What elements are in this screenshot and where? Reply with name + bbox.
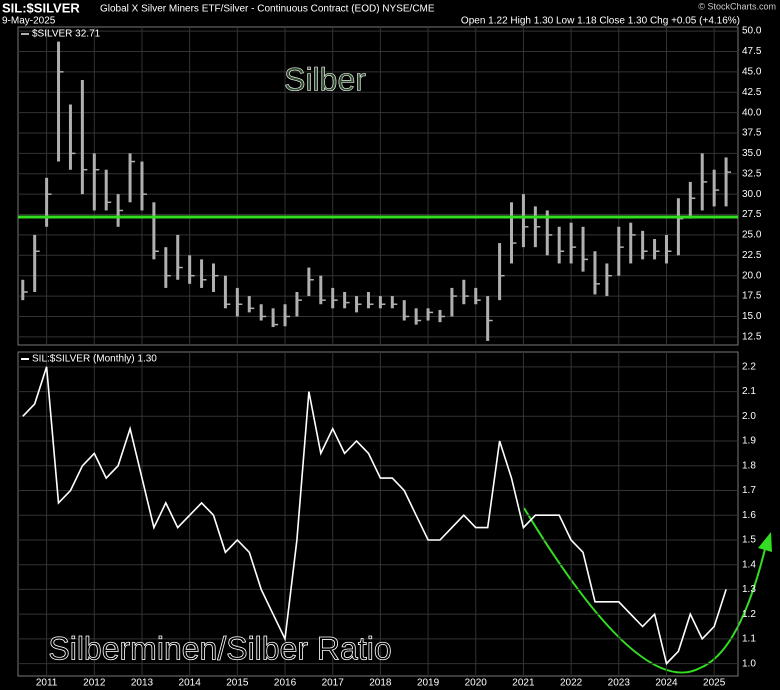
date: 9-May-2025 bbox=[2, 16, 56, 27]
subtitle: Global X Silver Miners ETF/Silver - Cont… bbox=[100, 4, 435, 15]
y-tick-label: 1.8 bbox=[742, 460, 756, 471]
y-tick-label: 50.0 bbox=[742, 26, 762, 37]
x-tick-label: 2023 bbox=[608, 678, 631, 689]
y-tick-label: 1.0 bbox=[742, 658, 756, 669]
y-tick-label: 35.0 bbox=[742, 148, 762, 159]
y-tick-label: 47.5 bbox=[742, 46, 762, 57]
y-tick-label: 1.4 bbox=[742, 559, 756, 570]
x-tick-label: 2022 bbox=[560, 678, 583, 689]
y-tick-label: 1.5 bbox=[742, 535, 756, 546]
x-tick-label: 2017 bbox=[322, 678, 345, 689]
trend-arrow bbox=[523, 507, 767, 674]
y-tick-label: 25.0 bbox=[742, 230, 762, 241]
y-tick-label: 40.0 bbox=[742, 107, 762, 118]
y-tick-label: 2.2 bbox=[742, 361, 756, 372]
x-tick-label: 2013 bbox=[131, 678, 154, 689]
annotation: Silberminen/Silber Ratio bbox=[48, 630, 391, 666]
y-tick-label: 15.0 bbox=[742, 311, 762, 322]
y-tick-label: 1.9 bbox=[742, 436, 756, 447]
y-tick-label: 37.5 bbox=[742, 128, 762, 139]
x-tick-label: 2021 bbox=[512, 678, 535, 689]
y-tick-label: 42.5 bbox=[742, 87, 762, 98]
plot-frame bbox=[17, 351, 739, 677]
x-tick-label: 2014 bbox=[179, 678, 202, 689]
y-tick-label: 2.0 bbox=[742, 411, 756, 422]
x-tick-label: 2024 bbox=[655, 678, 678, 689]
source: © StockCharts.com bbox=[698, 1, 776, 11]
x-tick-label: 2025 bbox=[703, 678, 726, 689]
y-tick-label: 12.5 bbox=[742, 331, 762, 342]
legend: SIL:$SILVER (Monthly) 1.30 bbox=[32, 354, 157, 365]
y-tick-label: 30.0 bbox=[742, 189, 762, 200]
x-tick-label: 2020 bbox=[465, 678, 488, 689]
y-tick-label: 22.5 bbox=[742, 250, 762, 261]
plot-frame bbox=[17, 26, 739, 346]
y-tick-label: 45.0 bbox=[742, 66, 762, 77]
y-tick-label: 20.0 bbox=[742, 270, 762, 281]
x-tick-label: 2012 bbox=[83, 678, 106, 689]
x-tick-label: 2015 bbox=[226, 678, 249, 689]
x-tick-label: 2019 bbox=[417, 678, 440, 689]
y-tick-label: 1.1 bbox=[742, 634, 756, 645]
arrow-head bbox=[758, 532, 772, 552]
legend: $SILVER 32.71 bbox=[32, 29, 101, 40]
y-tick-label: 1.7 bbox=[742, 485, 756, 496]
x-tick-label: 2016 bbox=[274, 678, 297, 689]
y-tick-label: 1.3 bbox=[742, 584, 756, 595]
annotation: Silber bbox=[284, 61, 366, 97]
y-tick-label: 32.5 bbox=[742, 168, 762, 179]
x-tick-label: 2018 bbox=[369, 678, 392, 689]
chart-title: SIL:$SILVER bbox=[2, 0, 80, 15]
y-tick-label: 17.5 bbox=[742, 291, 762, 302]
y-tick-label: 27.5 bbox=[742, 209, 762, 220]
y-tick-label: 1.6 bbox=[742, 510, 756, 521]
x-tick-label: 2011 bbox=[36, 678, 58, 689]
quote: Open 1.22 High 1.30 Low 1.18 Close 1.30 … bbox=[461, 16, 740, 27]
y-tick-label: 2.1 bbox=[742, 386, 756, 397]
ratio-line bbox=[22, 366, 727, 666]
y-tick-label: 1.2 bbox=[742, 609, 756, 620]
